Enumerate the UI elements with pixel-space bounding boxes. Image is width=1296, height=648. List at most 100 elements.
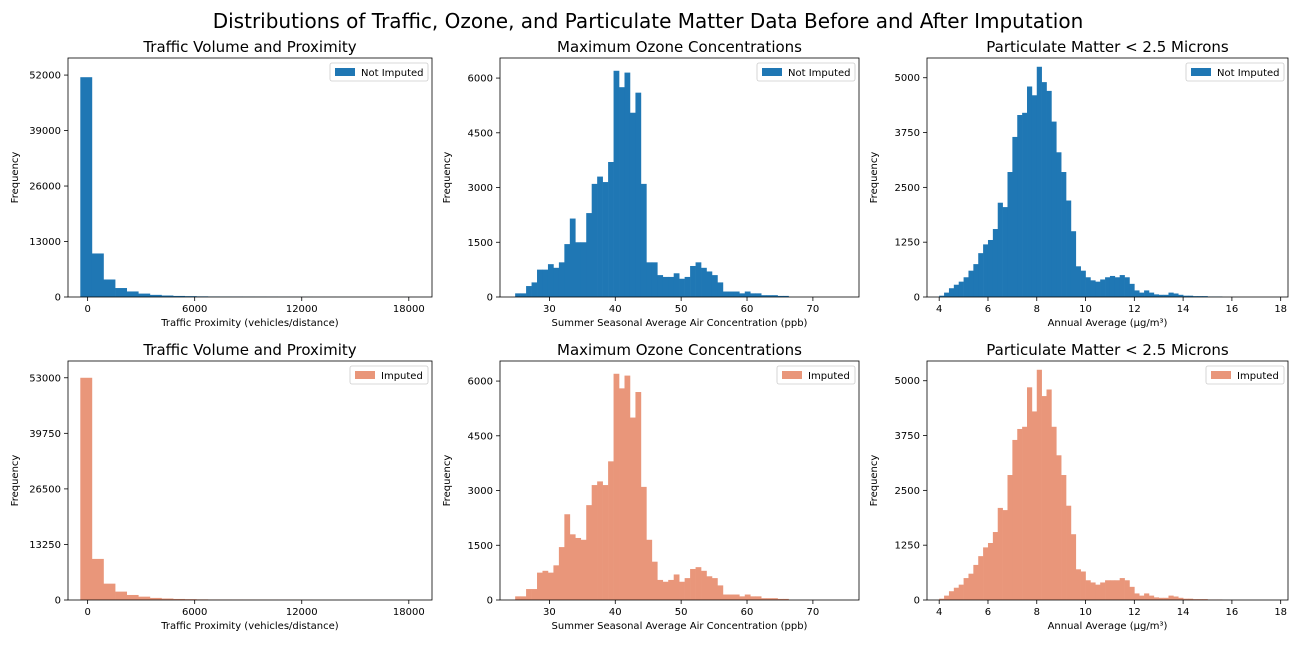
- histogram-bar: [1036, 66, 1042, 297]
- axes-frame: [67, 360, 433, 601]
- histogram-bar: [1066, 505, 1072, 600]
- histogram-bar: [586, 213, 592, 297]
- histogram-bar: [722, 594, 729, 600]
- histogram-bar: [1139, 292, 1145, 297]
- histogram-bars: [939, 369, 1223, 600]
- x-tick-label: 70: [807, 304, 820, 315]
- histogram-bar: [1134, 593, 1140, 600]
- histogram-bar: [761, 295, 767, 297]
- histogram-bar: [1153, 597, 1160, 600]
- histogram-bar: [695, 262, 702, 297]
- histogram-bar: [944, 292, 950, 297]
- histogram-bar: [958, 584, 964, 600]
- x-tick-label: 16: [1226, 607, 1239, 618]
- histogram-bar: [1139, 595, 1145, 600]
- histogram-bar: [173, 598, 185, 600]
- histogram-bar: [586, 505, 592, 600]
- histogram-bar: [750, 293, 757, 297]
- x-tick-label: 18000: [393, 304, 425, 315]
- histogram-bar: [1178, 597, 1184, 600]
- y-tick-label: 1500: [468, 238, 493, 249]
- histogram-bar: [1144, 290, 1150, 297]
- y-tick-label: 39000: [29, 126, 61, 137]
- histogram-bar: [1070, 534, 1077, 600]
- histogram-bar: [1105, 277, 1111, 297]
- y-tick-label: 26000: [29, 182, 61, 193]
- histogram-bar: [1192, 296, 1199, 297]
- histogram-bar: [1100, 279, 1106, 297]
- histogram-bar: [580, 539, 587, 600]
- x-tick-label: 14: [1177, 607, 1190, 618]
- y-tick-label: 6000: [468, 74, 493, 85]
- histogram-bar: [717, 282, 724, 297]
- histogram-bar: [1134, 290, 1140, 297]
- y-tick-label: 0: [914, 293, 920, 304]
- histogram-bar: [184, 599, 197, 600]
- y-tick-label: 0: [487, 293, 493, 304]
- histogram-bar: [597, 481, 603, 600]
- histogram-bar: [1022, 426, 1028, 600]
- x-tick-label: 4: [936, 304, 942, 315]
- legend-swatch: [355, 371, 375, 379]
- y-axis-label: Frequency: [10, 152, 21, 204]
- histogram-bar: [1066, 200, 1072, 297]
- histogram-bar: [992, 229, 999, 297]
- histogram-bar: [138, 293, 151, 297]
- histogram-bar: [640, 486, 647, 600]
- histogram-bar: [706, 576, 713, 600]
- histogram-bar: [1075, 266, 1081, 297]
- histogram-bar: [1031, 95, 1038, 297]
- histogram-bar: [717, 585, 724, 600]
- histogram-bar: [602, 182, 609, 297]
- histogram-bar: [103, 583, 116, 600]
- legend-box: [1185, 62, 1285, 82]
- histogram-bar: [1070, 231, 1077, 297]
- histogram-bars: [515, 70, 789, 298]
- histogram-bar: [173, 295, 185, 297]
- y-tick-label: 13250: [29, 540, 61, 551]
- histogram-bar: [126, 594, 139, 600]
- histogram-bar: [1085, 277, 1091, 297]
- legend: Not Imputed: [1185, 62, 1285, 82]
- y-tick-label: 5000: [895, 376, 920, 387]
- histogram-bar: [1163, 597, 1169, 600]
- histogram-bar: [657, 579, 664, 600]
- histogram-bar: [968, 573, 974, 600]
- histogram-bar: [553, 267, 560, 297]
- histogram-bar: [1061, 475, 1067, 600]
- histogram-bar: [673, 574, 680, 600]
- histogram-bar: [766, 295, 773, 297]
- legend-label: Not Imputed: [361, 68, 424, 79]
- histogram-bar: [1187, 295, 1194, 297]
- x-tick-label: 6: [985, 607, 991, 618]
- x-tick-label: 12000: [286, 304, 318, 315]
- histogram-bar: [1158, 294, 1164, 297]
- subplot-5: Maximum Ozone Concentrations 30 40 50 60 70 0 1…: [442, 341, 860, 632]
- histogram-bar: [772, 295, 778, 297]
- histogram-bar: [149, 294, 162, 297]
- axes-frame: [499, 57, 860, 298]
- histogram-bar: [1095, 584, 1101, 600]
- histogram-bar: [1075, 569, 1081, 600]
- legend-box: [349, 365, 429, 385]
- histogram-bar: [547, 264, 554, 297]
- y-tick-label: 3000: [468, 183, 493, 194]
- x-tick-label: 10: [1079, 304, 1092, 315]
- histogram-bar: [777, 598, 784, 600]
- x-tick-label: 60: [741, 304, 754, 315]
- subplot-title: Maximum Ozone Concentrations: [557, 38, 802, 56]
- y-tick-label: 0: [914, 596, 920, 607]
- histogram-bar: [1129, 586, 1135, 600]
- histogram-bar: [1158, 597, 1164, 600]
- histogram-bar: [733, 594, 740, 600]
- x-tick-label: 0: [84, 607, 90, 618]
- histogram-bar: [1163, 294, 1169, 297]
- histogram-bar: [944, 595, 950, 600]
- histogram-bar: [1183, 598, 1189, 600]
- figure-title: Distributions of Traffic, Ozone, and Par…: [213, 9, 1084, 33]
- histogram-bar: [722, 291, 729, 297]
- histogram-bar: [1105, 580, 1111, 600]
- histogram-bar: [755, 596, 762, 600]
- x-axis-label: Traffic Proximity (vehicles/distance): [160, 318, 338, 329]
